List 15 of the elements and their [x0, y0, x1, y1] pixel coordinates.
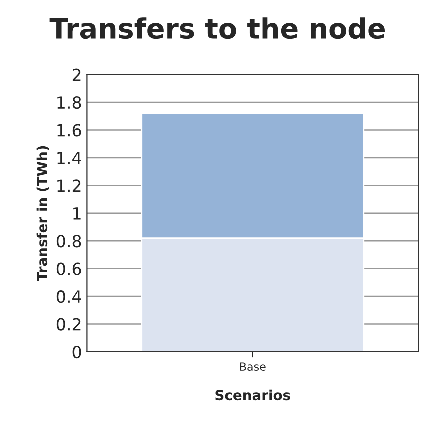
y-axis-title: Transfer in (TWh): [36, 146, 50, 282]
y-tick-label: 0.2: [56, 318, 81, 331]
x-tick-label: Base: [240, 362, 266, 372]
y-tick-label: 0.8: [56, 235, 82, 248]
y-tick-label: 0: [72, 346, 82, 359]
y-tick-label: 1.6: [58, 124, 82, 137]
chart-title: Transfers to the node: [50, 18, 385, 40]
y-tick-label: 0.6: [56, 262, 82, 276]
x-axis-title: Scenarios: [216, 390, 290, 401]
y-tick-label: 2: [72, 68, 81, 82]
y-tick-label: 1.4: [58, 152, 82, 164]
y-tick-label: 1: [74, 208, 81, 220]
y-tick-label: 1.8: [58, 96, 82, 110]
y-tick-label: 0.4: [56, 290, 82, 304]
y-tick-label: 1.2: [58, 180, 81, 192]
